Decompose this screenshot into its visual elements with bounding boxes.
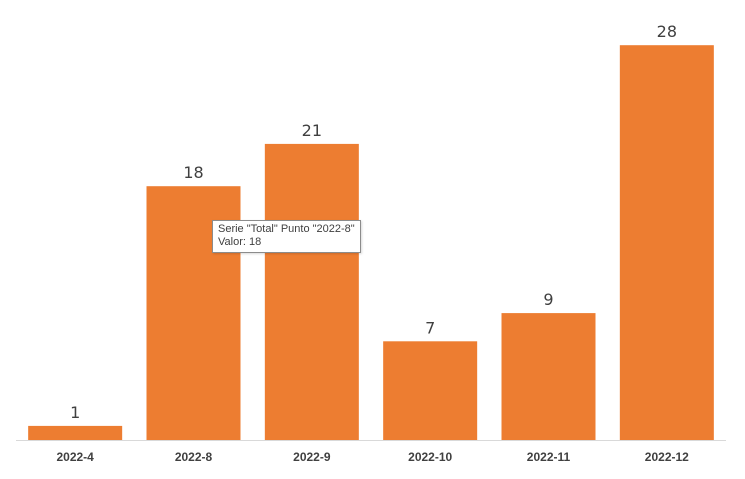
x-tick-label-2022-4: 2022-4	[56, 450, 94, 464]
data-label-2022-4: 1	[70, 403, 80, 422]
data-label-2022-11: 9	[543, 290, 553, 309]
bar-2022-11[interactable]	[501, 313, 596, 440]
x-tick-label-2022-12: 2022-12	[645, 450, 689, 464]
tooltip-series-point: Serie "Total" Punto "2022-8"	[218, 223, 355, 235]
data-label-2022-12: 28	[657, 22, 677, 41]
bar-2022-10[interactable]	[383, 341, 478, 440]
bar-2022-9[interactable]	[264, 143, 359, 440]
x-tick-label-2022-9: 2022-9	[293, 450, 331, 464]
bar-2022-4[interactable]	[28, 425, 123, 440]
tooltip: Serie "Total" Punto "2022-8" Valor: 18	[212, 220, 361, 253]
data-label-2022-10: 7	[425, 318, 435, 337]
x-tick-label-2022-10: 2022-10	[408, 450, 452, 464]
x-tick-label-2022-11: 2022-11	[527, 450, 571, 464]
data-labels-group: 1 18 21 7 9 28	[70, 22, 677, 422]
bar-2022-12[interactable]	[619, 45, 714, 440]
data-label-2022-9: 21	[302, 121, 322, 140]
data-label-2022-8: 18	[183, 163, 203, 182]
x-tick-label-2022-8: 2022-8	[175, 450, 213, 464]
bars-group	[28, 45, 714, 440]
x-tick-labels-group: 2022-4 2022-8 2022-9 2022-10 2022-11 2022-12	[56, 450, 689, 464]
tooltip-value: Valor: 18	[218, 236, 262, 248]
